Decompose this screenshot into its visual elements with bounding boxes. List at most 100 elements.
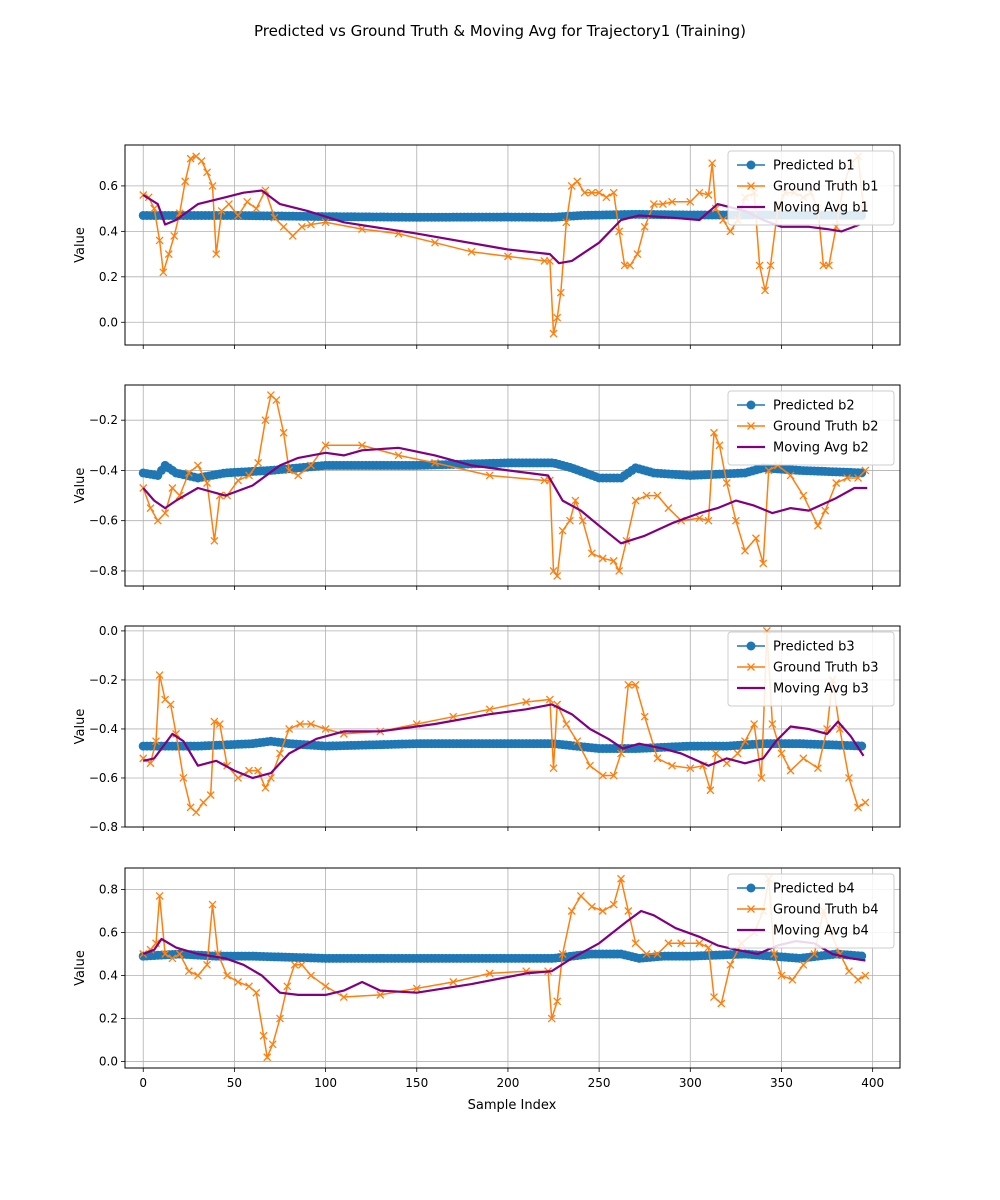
data-point-ground-truth xyxy=(153,516,162,525)
legend-label: Moving Avg b4 xyxy=(773,924,869,939)
data-point-ground-truth xyxy=(212,250,221,259)
data-point-ground-truth xyxy=(653,491,662,500)
data-point-ground-truth xyxy=(266,774,275,782)
data-point-ground-truth xyxy=(184,967,193,976)
data-point-ground-truth xyxy=(710,428,718,437)
data-point-ground-truth xyxy=(810,950,819,958)
data-point-ground-truth xyxy=(208,900,217,909)
data-point-ground-truth xyxy=(766,261,775,270)
data-point-ground-truth xyxy=(664,939,673,948)
data-point-ground-truth xyxy=(609,900,618,909)
legend-label: Predicted b3 xyxy=(773,640,855,655)
data-point-ground-truth xyxy=(245,766,253,775)
legend-marker-circle xyxy=(746,400,756,410)
data-point-ground-truth xyxy=(854,975,863,984)
data-point-ground-truth xyxy=(556,288,565,297)
legend-label: Ground Truth b3 xyxy=(773,661,879,676)
data-point-ground-truth xyxy=(203,168,212,177)
data-point-ground-truth xyxy=(770,950,779,958)
y-axis-label: Value xyxy=(73,468,88,504)
data-point-ground-truth xyxy=(750,720,759,729)
data-point-ground-truth xyxy=(522,698,531,706)
data-point-ground-truth xyxy=(288,231,297,240)
data-point-ground-truth xyxy=(686,197,695,206)
data-point-ground-truth xyxy=(152,939,160,948)
panel-2: −0.8 −0.6 −0.4 −0.2 Value Predicted b2 Ground … xyxy=(73,384,901,590)
data-point-ground-truth xyxy=(751,534,760,543)
data-point-ground-truth xyxy=(321,218,330,227)
data-point-ground-truth xyxy=(558,526,567,535)
data-point-ground-truth xyxy=(307,220,315,229)
data-point-ground-truth xyxy=(243,197,252,206)
data-point-ground-truth xyxy=(215,720,224,729)
data-point-ground-truth xyxy=(223,971,232,980)
data-point-ground-truth xyxy=(545,256,554,265)
data-point-ground-truth xyxy=(786,766,795,775)
data-point-ground-truth xyxy=(624,680,633,689)
x-tick-label: 300 xyxy=(679,1076,702,1090)
data-point-ground-truth xyxy=(706,786,715,795)
data-point-ground-truth xyxy=(571,496,580,505)
data-point-ground-truth xyxy=(854,803,863,812)
data-point-ground-truth xyxy=(485,471,494,480)
data-point-ground-truth xyxy=(843,474,852,482)
data-point-ground-truth xyxy=(166,700,175,709)
data-point-ground-truth xyxy=(155,891,164,900)
data-point-ground-truth xyxy=(152,737,160,746)
data-point-ground-truth xyxy=(272,396,281,405)
data-point-ground-truth xyxy=(587,902,596,911)
data-point-ground-truth xyxy=(175,950,184,958)
data-point-ground-truth xyxy=(686,764,695,773)
data-point-ground-truth xyxy=(294,471,303,480)
data-point-ground-truth xyxy=(503,252,512,261)
legend-label: Predicted b2 xyxy=(773,399,855,414)
data-point-ground-truth xyxy=(602,193,611,202)
data-point-ground-truth xyxy=(192,152,201,161)
data-point-ground-truth xyxy=(234,774,243,782)
y-tick-label: 0.2 xyxy=(99,270,118,284)
data-point-ground-truth xyxy=(184,468,193,477)
data-point-ground-truth xyxy=(164,250,173,259)
data-point-ground-truth xyxy=(731,516,740,525)
data-point-ground-truth xyxy=(193,461,202,470)
x-axis-label: Sample Index xyxy=(468,1098,557,1113)
data-point-ground-truth xyxy=(565,516,574,525)
series-line-moving-avg xyxy=(142,703,865,780)
data-point-ground-truth xyxy=(624,907,633,915)
data-point-ground-truth xyxy=(297,960,306,969)
data-point-ground-truth xyxy=(449,712,458,721)
data-point-ground-truth xyxy=(631,496,640,505)
data-point-ground-truth xyxy=(485,969,494,978)
y-tick-label: 0.0 xyxy=(99,624,118,638)
data-point-ground-truth xyxy=(261,783,270,792)
data-point-ground-truth xyxy=(708,159,717,168)
data-point-ground-truth xyxy=(259,1031,268,1040)
data-point-ground-truth xyxy=(199,798,208,807)
data-point-ground-truth xyxy=(155,236,164,245)
data-point-ground-truth xyxy=(573,177,582,186)
data-point-ground-truth xyxy=(245,471,253,480)
data-point-ground-truth xyxy=(598,554,607,563)
data-point-ground-truth xyxy=(172,729,181,738)
data-point-ground-truth xyxy=(799,960,808,969)
data-point-ground-truth xyxy=(307,461,315,470)
y-tick-label: −0.8 xyxy=(89,820,118,834)
data-point-ground-truth xyxy=(321,441,330,450)
data-point-ground-truth xyxy=(726,960,735,969)
data-point-ground-truth xyxy=(206,791,215,800)
data-point-ground-truth xyxy=(824,261,833,270)
data-point-ground-truth xyxy=(567,907,576,915)
data-point-ground-truth xyxy=(821,506,830,515)
data-point-ground-truth xyxy=(208,181,217,190)
data-point-ground-truth xyxy=(761,286,770,295)
legend: Predicted b4 Ground Truth b4 Moving Avg b4 xyxy=(727,873,895,949)
x-tick-label: 50 xyxy=(227,1076,242,1090)
data-point-ground-truth xyxy=(668,197,677,206)
data-point-ground-truth xyxy=(788,975,797,984)
data-point-ground-truth xyxy=(587,549,596,558)
data-point-ground-truth xyxy=(283,982,292,991)
data-point-ground-truth xyxy=(799,754,808,763)
data-point-ground-truth xyxy=(296,720,305,729)
x-tick-label: 250 xyxy=(588,1076,611,1090)
legend-label: Ground Truth b2 xyxy=(773,420,879,435)
